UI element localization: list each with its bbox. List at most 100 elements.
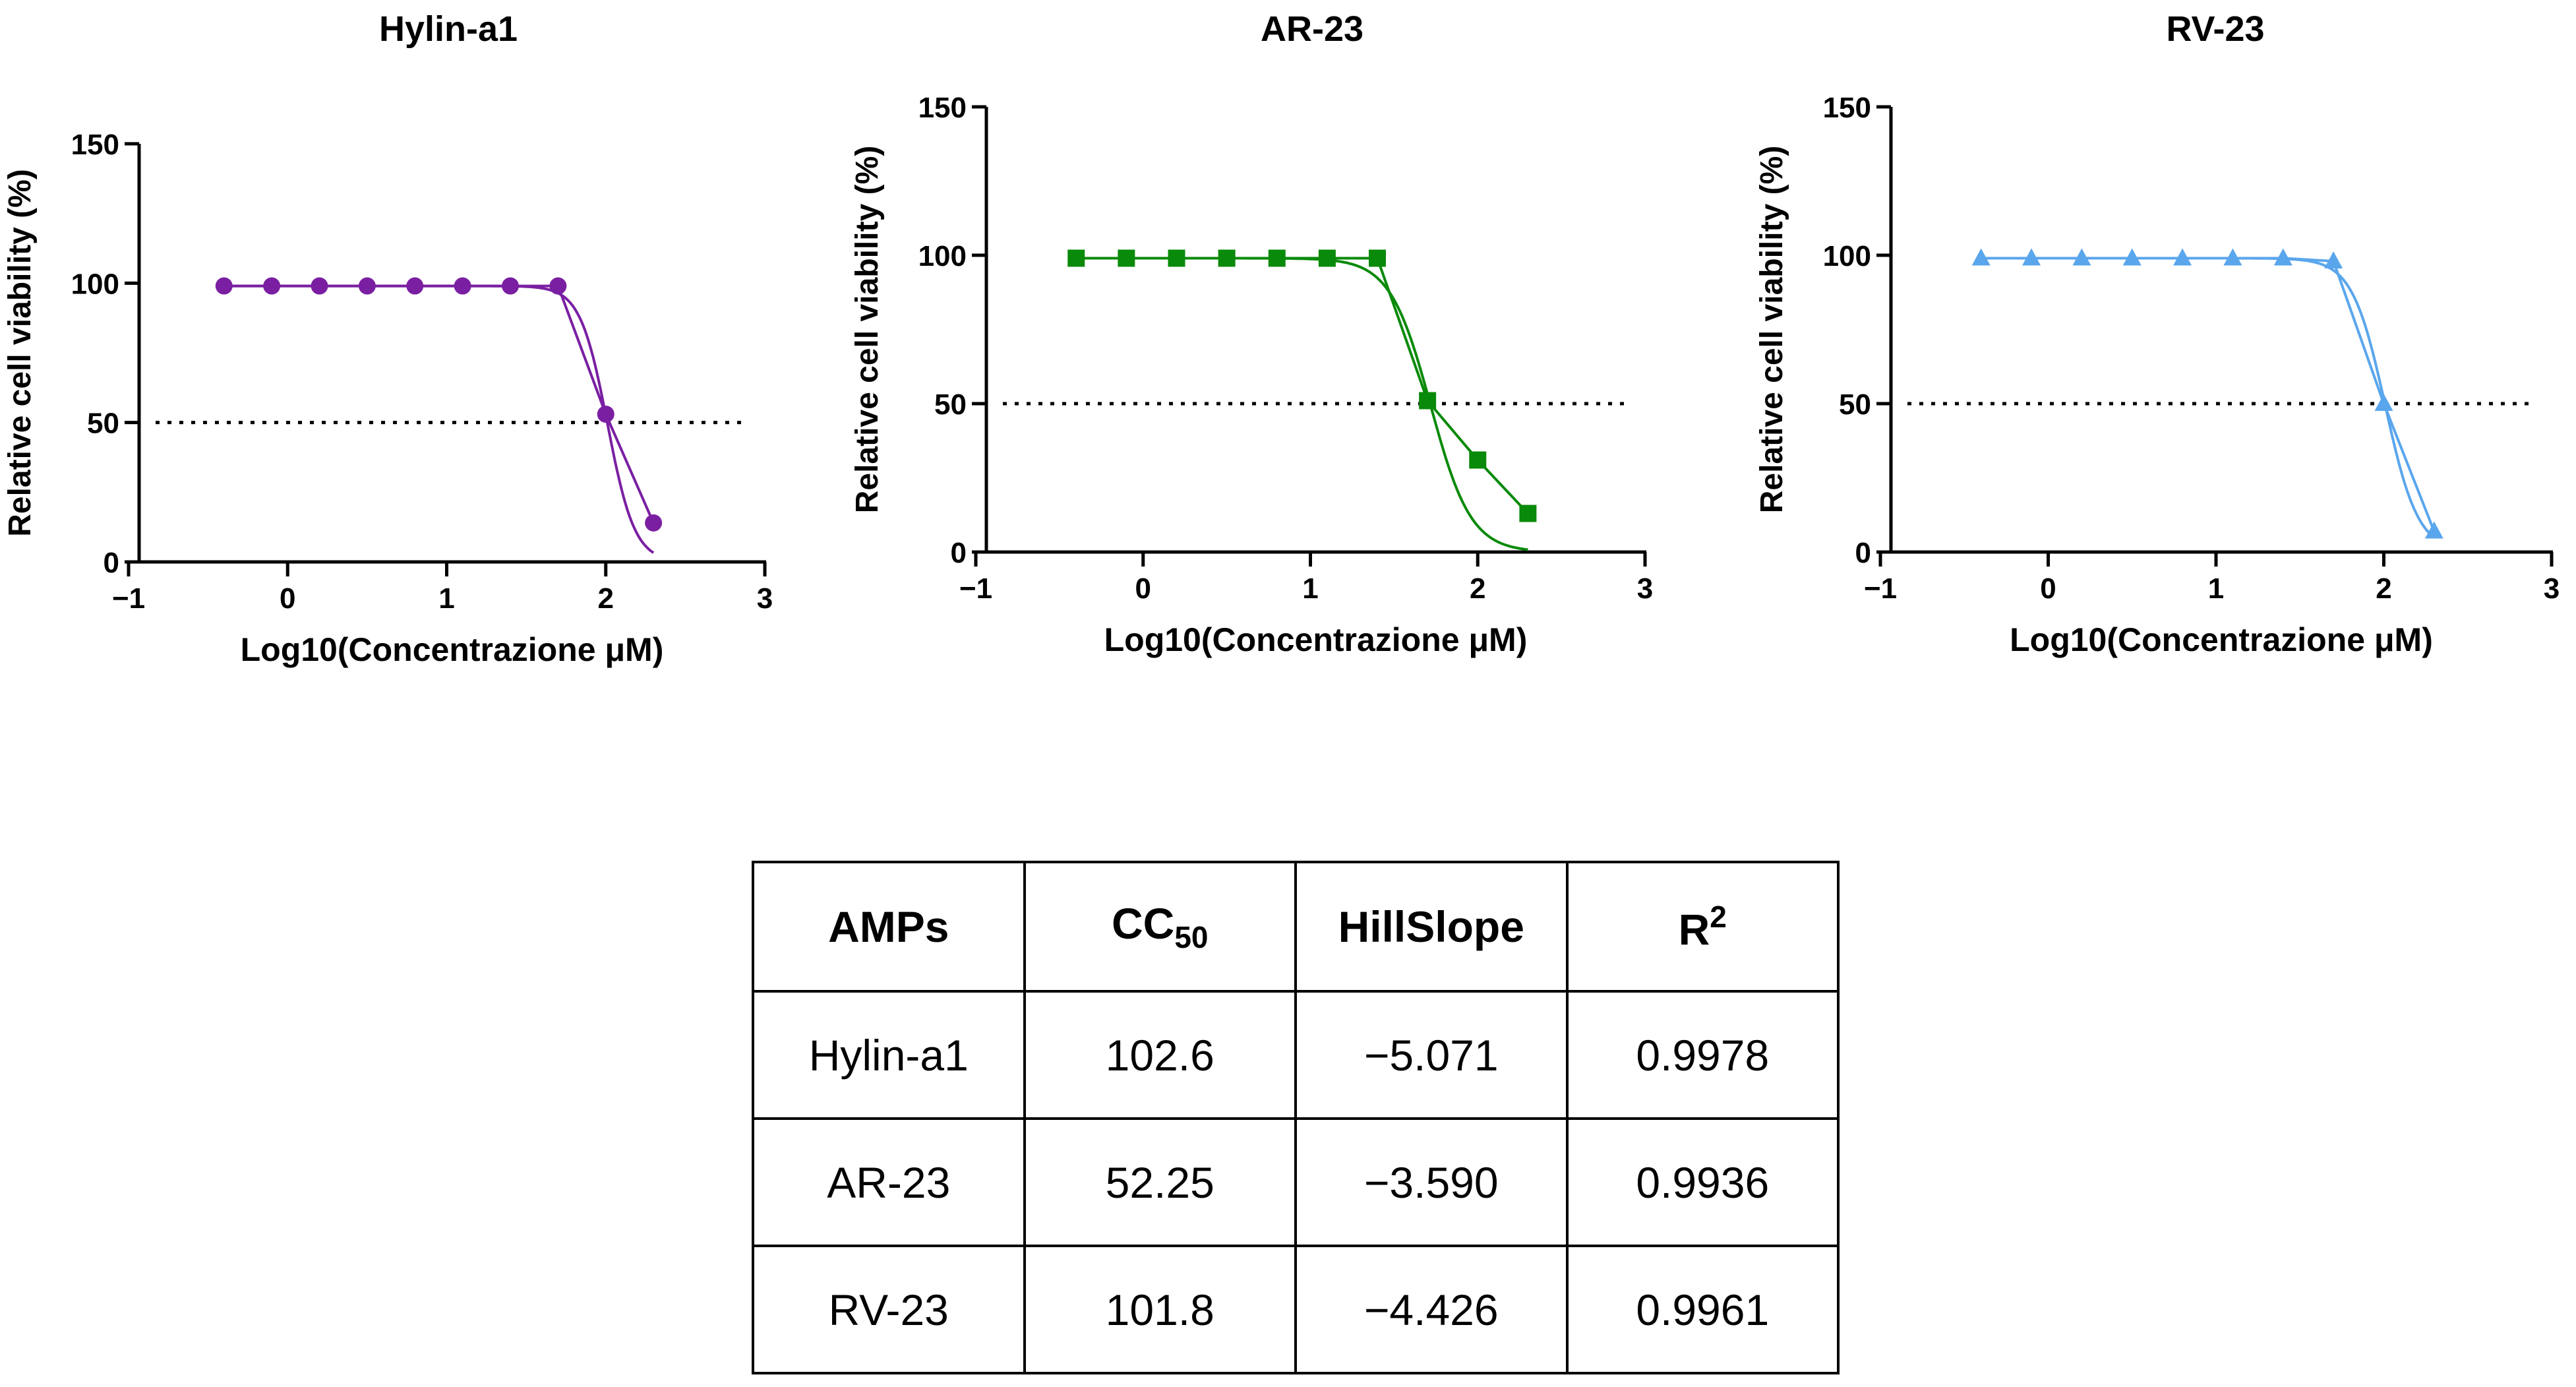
x-tick-label: −1 [959, 572, 992, 605]
data-point [2072, 248, 2091, 266]
x-axis-label: Log10(Concentrazione μM) [1104, 621, 1528, 658]
data-point [406, 277, 424, 295]
x-tick-label: 2 [598, 582, 614, 615]
x-tick-label: 3 [2544, 572, 2560, 605]
data-point [2022, 248, 2041, 266]
y-tick-label: 0 [951, 537, 967, 569]
data-point [215, 277, 233, 295]
table-row: AR-23 52.25 −3.590 0.9936 [752, 1117, 1840, 1247]
y-tick-label: 0 [104, 547, 119, 579]
x-tick-label: 0 [280, 582, 295, 615]
data-point [2374, 394, 2393, 411]
y-axis-label: Relative cell viability (%) [1754, 146, 1789, 514]
data-point [2173, 248, 2192, 266]
fit-curve [224, 284, 655, 554]
data-point [1118, 249, 1135, 267]
x-tick-label: 2 [1470, 572, 1485, 605]
data-point [597, 405, 614, 423]
cell-hillslope: −5.071 [1294, 990, 1569, 1120]
y-axis-label: Relative cell viability (%) [850, 146, 885, 514]
cell-amp: AR-23 [752, 1117, 1026, 1247]
data-line [1076, 257, 1529, 514]
cell-amp: Hylin-a1 [752, 990, 1026, 1120]
x-tick-label: 1 [2208, 572, 2224, 605]
x-tick-label: 2 [2376, 572, 2391, 605]
cell-r2: 0.9936 [1565, 1117, 1840, 1247]
data-point [2122, 248, 2142, 266]
cell-r2: 0.9978 [1565, 990, 1840, 1120]
header-cc50-subscript: 50 [1174, 920, 1209, 954]
header-r2-superscript: 2 [1710, 900, 1727, 934]
cell-r2: 0.9961 [1565, 1245, 1840, 1374]
data-point [1419, 392, 1437, 410]
x-tick-label: −1 [1864, 572, 1897, 605]
cell-cc50: 101.8 [1023, 1245, 1297, 1374]
data-point [645, 514, 663, 532]
x-tick-label: −1 [112, 582, 145, 615]
x-tick-label: 1 [1302, 572, 1318, 605]
data-point [1218, 249, 1236, 267]
y-tick-label: 150 [1823, 92, 1871, 124]
x-tick-label: 1 [438, 582, 454, 615]
cell-amp: RV-23 [752, 1245, 1026, 1374]
data-point [2223, 248, 2242, 266]
data-point [1168, 249, 1185, 267]
data-point [2424, 521, 2443, 539]
data-point [358, 277, 376, 295]
x-tick-label: 0 [1135, 572, 1151, 605]
header-amps: AMPs [752, 861, 1026, 993]
y-tick-label: 0 [1855, 537, 1871, 569]
cell-hillslope: −4.426 [1294, 1245, 1569, 1374]
header-hillslope: HillSlope [1294, 861, 1569, 993]
data-point [549, 277, 567, 295]
x-axis-label: Log10(Concentrazione μM) [2010, 621, 2433, 658]
data-point [263, 277, 281, 295]
y-tick-label: 50 [934, 388, 967, 421]
data-point [1971, 248, 1991, 266]
data-point [2324, 251, 2343, 268]
data-point [2273, 248, 2292, 266]
table-row: Hylin-a1 102.6 −5.071 0.9978 [752, 990, 1840, 1120]
data-point [454, 277, 471, 295]
chart-title: Hylin-a1 [379, 9, 518, 49]
data-point [502, 277, 519, 295]
table-header-row: AMPs CC50 HillSlope R2 [752, 861, 1840, 993]
data-point [1318, 249, 1336, 267]
data-point [1369, 249, 1386, 267]
header-r2-main: R [1678, 905, 1710, 954]
y-tick-label: 100 [1823, 240, 1871, 272]
fit-curve [1981, 257, 2436, 539]
chart-title: AR-23 [1261, 9, 1363, 49]
x-tick-label: 3 [757, 582, 773, 615]
y-tick-label: 50 [1839, 388, 1871, 421]
header-cc50: CC50 [1023, 861, 1297, 993]
data-line [224, 284, 655, 524]
data-point [1469, 451, 1487, 469]
chart-title: RV-23 [2166, 9, 2264, 49]
y-tick-label: 50 [87, 408, 119, 440]
data-point [311, 277, 328, 295]
results-table-container: AMPs CC50 HillSlope R2 Hylin-a1 102.6 −5… [752, 861, 1840, 1374]
header-cc50-main: CC [1112, 899, 1175, 948]
table-row: RV-23 101.8 −4.426 0.9961 [752, 1245, 1840, 1374]
x-tick-label: 3 [1637, 572, 1653, 605]
results-table: AMPs CC50 HillSlope R2 Hylin-a1 102.6 −5… [752, 861, 1840, 1374]
x-tick-label: 0 [2040, 572, 2056, 605]
y-tick-label: 150 [71, 129, 119, 161]
y-tick-label: 100 [71, 268, 119, 300]
y-tick-label: 150 [918, 92, 967, 124]
x-axis-label: Log10(Concentrazione μM) [241, 631, 664, 668]
cell-cc50: 52.25 [1023, 1117, 1297, 1247]
data-point [1268, 249, 1286, 267]
y-axis-label: Relative cell viability (%) [3, 169, 38, 537]
y-tick-label: 100 [918, 240, 967, 272]
cell-hillslope: −3.590 [1294, 1117, 1569, 1247]
data-point [1067, 249, 1085, 267]
data-line [1981, 257, 2436, 532]
cell-cc50: 102.6 [1023, 990, 1297, 1120]
header-r2: R2 [1565, 861, 1840, 993]
